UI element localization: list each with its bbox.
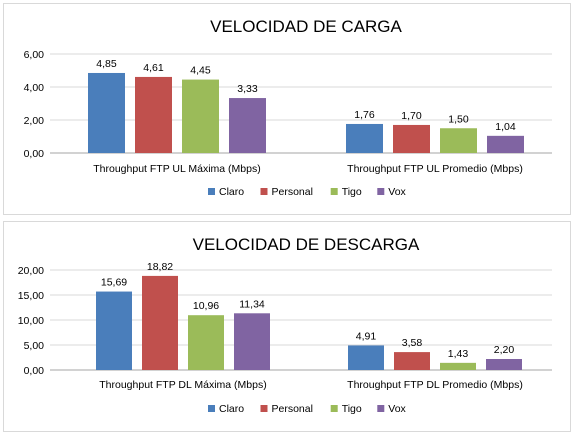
y-tick-label: 2,00 <box>24 115 45 127</box>
bar-vox <box>487 135 524 153</box>
legend-swatch-claro <box>208 405 215 412</box>
data-label: 4,91 <box>356 330 377 342</box>
chart-title: VELOCIDAD DE DESCARGA <box>193 235 420 254</box>
bar-claro <box>96 291 132 370</box>
legend-label: Claro <box>219 186 244 198</box>
y-tick-label: 5,00 <box>24 340 45 352</box>
legend-label: Tigo <box>342 186 362 198</box>
y-tick-label: 20,00 <box>18 265 44 277</box>
data-label: 1,50 <box>448 113 469 125</box>
bar-personal <box>394 352 430 370</box>
y-tick-label: 0,00 <box>24 148 45 160</box>
bar-tigo <box>440 128 477 153</box>
bar-claro <box>346 123 383 153</box>
bar-tigo <box>182 79 219 153</box>
data-label: 3,58 <box>402 337 423 349</box>
y-tick-label: 0,00 <box>24 365 45 377</box>
bar-personal <box>393 124 430 153</box>
legend-label: Vox <box>388 186 406 198</box>
bar-claro <box>348 345 384 370</box>
legend-label: Claro <box>219 403 244 415</box>
legend-label: Personal <box>272 186 313 198</box>
data-label: 4,61 <box>143 62 164 74</box>
data-label: 4,85 <box>96 58 117 70</box>
bar-claro <box>88 72 125 153</box>
download-chart-panel: VELOCIDAD DE DESCARGA 0,00 5,00 10,00 15,00 2… <box>3 221 571 432</box>
legend-swatch-vox <box>377 405 385 412</box>
data-label: 2,20 <box>494 344 515 356</box>
y-tick-label: 15,00 <box>18 290 44 302</box>
data-label: 1,70 <box>401 110 422 122</box>
data-label: 18,82 <box>147 261 173 273</box>
legend-swatch-personal <box>260 405 268 412</box>
legend-swatch-claro <box>208 188 215 195</box>
legend-label: Vox <box>388 403 406 415</box>
bar-vox <box>486 359 522 370</box>
legend: Claro Personal Tigo Vox <box>208 186 407 198</box>
bar-tigo <box>440 362 476 370</box>
bar-personal <box>142 275 178 370</box>
data-label: 1,04 <box>495 121 516 133</box>
bar-vox <box>229 98 266 153</box>
chart-title: VELOCIDAD DE CARGA <box>210 17 402 36</box>
data-label: 1,76 <box>354 109 375 121</box>
y-tick-label: 10,00 <box>18 315 44 327</box>
upload-chart-panel: VELOCIDAD DE CARGA 0,00 2,00 4,00 6,00 4,85 4,… <box>3 3 571 215</box>
data-label: 10,96 <box>193 300 219 312</box>
legend-swatch-tigo <box>330 405 338 412</box>
bar-vox <box>234 313 270 370</box>
bar-tigo <box>188 315 224 370</box>
legend: Claro Personal Tigo Vox <box>208 403 407 415</box>
category-label: Throughput FTP UL Máxima (Mbps) <box>93 163 260 175</box>
y-tick-label: 6,00 <box>24 49 45 61</box>
legend-swatch-personal <box>260 188 268 195</box>
category-label: Throughput FTP UL Promedio (Mbps) <box>347 163 523 175</box>
legend-label: Personal <box>272 403 313 415</box>
category-label: Throughput FTP DL Máxima (Mbps) <box>99 379 266 391</box>
y-tick-label: 4,00 <box>24 82 45 94</box>
data-label: 11,34 <box>239 298 265 310</box>
download-chart: VELOCIDAD DE DESCARGA 0,00 5,00 10,00 15,00 2… <box>18 235 552 415</box>
data-label: 15,69 <box>101 277 127 289</box>
data-label: 4,45 <box>190 65 211 77</box>
legend-label: Tigo <box>342 403 362 415</box>
legend-swatch-tigo <box>330 188 338 195</box>
data-label: 3,33 <box>237 83 258 95</box>
upload-chart: VELOCIDAD DE CARGA 0,00 2,00 4,00 6,00 4,85 4,… <box>24 17 552 198</box>
data-label: 1,43 <box>448 348 469 360</box>
category-label: Throughput FTP DL Promedio (Mbps) <box>347 379 523 391</box>
bar-personal <box>135 76 172 153</box>
legend-swatch-vox <box>377 188 385 195</box>
